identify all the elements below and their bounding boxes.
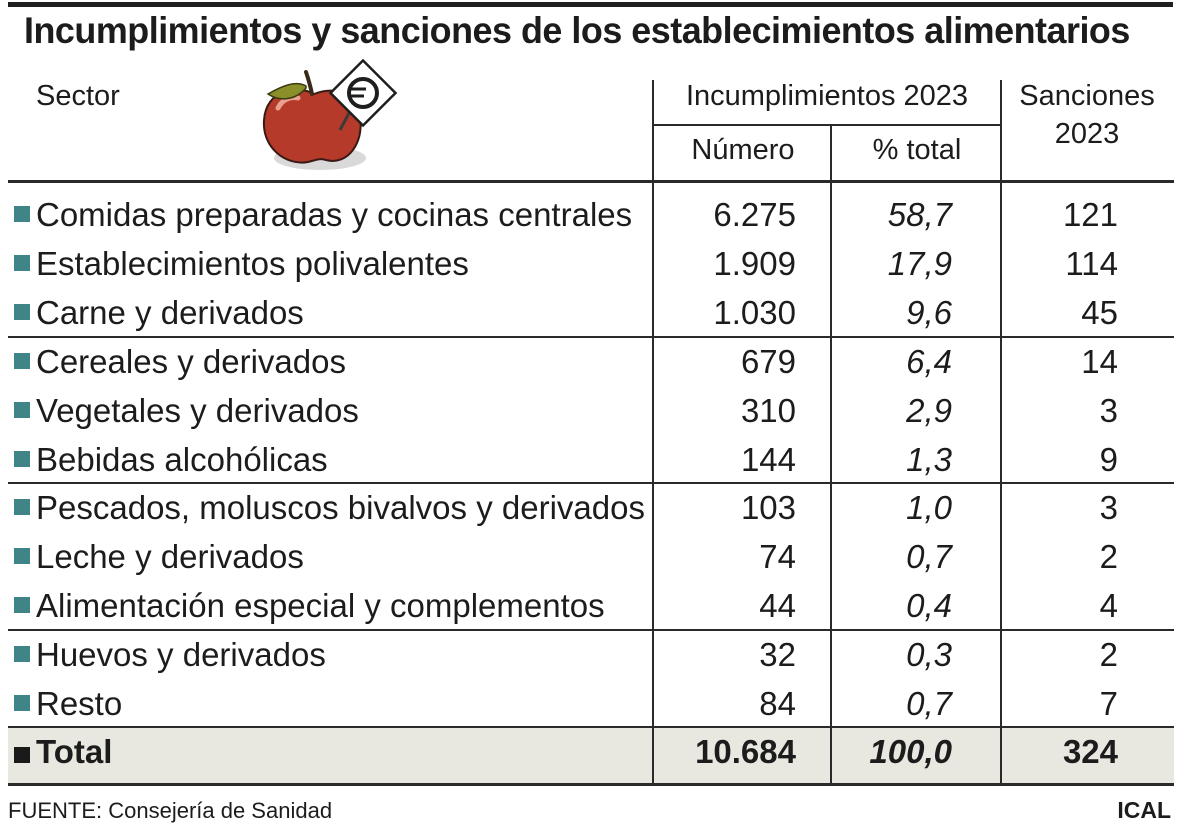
sanciones-value: 3 <box>1099 489 1118 526</box>
pct-total-value: 0,7 <box>906 685 952 722</box>
numero-value: 74 <box>759 538 796 575</box>
table-row: Leche y derivados 74 0,7 2 <box>10 532 1172 581</box>
pct-total-value: 58,7 <box>887 196 952 233</box>
pct-total-value: 0,7 <box>906 538 952 575</box>
sector-label: Leche y derivados <box>36 538 304 575</box>
sector-label: Resto <box>36 685 123 722</box>
square-bullet-icon <box>14 548 30 564</box>
table-row: Carne y derivados 1.030 9,6 45 <box>10 288 1172 337</box>
source-note: FUENTE: Consejería de Sanidad <box>8 798 333 823</box>
table-row: Establecimientos polivalentes 1.909 17,9 11… <box>10 239 1172 288</box>
sanciones-value: 2 <box>1099 636 1118 673</box>
sector-label: Huevos y derivados <box>36 636 326 673</box>
pct-total-value: 1,0 <box>906 489 952 526</box>
table-row: Resto 84 0,7 7 <box>10 679 1172 728</box>
divider-header-left <box>652 80 654 180</box>
sanciones-value: 45 <box>1081 294 1118 331</box>
table-bottom-rule <box>8 783 1174 786</box>
divider-header-right <box>1000 80 1002 180</box>
square-bullet-icon <box>14 695 30 711</box>
top-rule <box>8 2 1173 7</box>
sanciones-value: 4 <box>1099 587 1118 624</box>
sanciones-value: 121 <box>1062 196 1118 233</box>
numero-value: 44 <box>759 587 796 624</box>
sector-label: Alimentación especial y complementos <box>36 587 605 624</box>
table-row: Cereales y derivados 679 6,4 14 <box>10 337 1172 386</box>
header-sector: Sector <box>36 80 120 112</box>
square-bullet-icon <box>14 597 30 613</box>
square-bullet-icon <box>14 499 30 515</box>
numero-value: 32 <box>759 636 796 673</box>
sector-label: Vegetales y derivados <box>36 392 359 429</box>
pct-total-value: 2,9 <box>906 392 952 429</box>
square-bullet-icon <box>14 747 30 763</box>
total-pct-value: 100,0 <box>869 733 952 770</box>
pct-total-value: 0,4 <box>906 587 952 624</box>
square-bullet-icon <box>14 304 30 320</box>
numero-value: 144 <box>740 441 796 478</box>
header-bottom-rule <box>8 180 1174 183</box>
table-row: Alimentación especial y complementos 44 0,… <box>10 581 1172 630</box>
numero-value: 1.909 <box>713 245 796 282</box>
sector-label: Bebidas alcohólicas <box>36 441 328 478</box>
page-title: Incumplimientos y sanciones de los estab… <box>24 10 1130 51</box>
pct-total-value: 9,6 <box>906 294 952 331</box>
divider-header-subgroup <box>652 124 1002 126</box>
header-sanciones: Sanciones <box>1019 80 1155 112</box>
sanciones-value: 7 <box>1099 685 1118 722</box>
header-numero: Número <box>691 134 795 166</box>
header-incumplimientos: Incumplimientos 2023 <box>685 80 969 112</box>
pct-total-value: 6,4 <box>906 343 952 380</box>
sanciones-value: 2 <box>1099 538 1118 575</box>
numero-value: 84 <box>759 685 796 722</box>
table-row: Bebidas alcohólicas 144 1,3 9 <box>10 435 1172 484</box>
numero-value: 679 <box>740 343 796 380</box>
square-bullet-icon <box>14 353 30 369</box>
total-row: Total 10.684 100,0 324 <box>8 728 1174 783</box>
header-sanciones-year: 2023 <box>1054 118 1120 150</box>
numero-value: 103 <box>740 489 796 526</box>
numero-value: 1.030 <box>713 294 796 331</box>
sector-label: Establecimientos polivalentes <box>36 245 469 282</box>
sector-label: Pescados, moluscos bivalvos y derivados <box>36 489 645 526</box>
square-bullet-icon <box>14 255 30 271</box>
table-row: Huevos y derivados 32 0,3 2 <box>10 630 1172 679</box>
pct-total-value: 1,3 <box>906 441 952 478</box>
total-top-rule <box>8 726 1174 728</box>
divider-header-mid <box>830 124 832 180</box>
header-pct-total: % total <box>872 134 962 166</box>
apple-with-euro-sign-icon <box>262 58 398 170</box>
sanciones-value: 3 <box>1099 392 1118 429</box>
total-sanciones-value: 324 <box>1062 733 1118 770</box>
table-row: Comidas preparadas y cocinas centrales 6.… <box>10 190 1172 239</box>
pct-total-value: 17,9 <box>887 245 952 282</box>
square-bullet-icon <box>14 646 30 662</box>
total-label: Total <box>36 733 113 770</box>
sector-label: Cereales y derivados <box>36 343 346 380</box>
sanciones-value: 9 <box>1099 441 1118 478</box>
group-separator <box>8 629 1174 631</box>
total-numero-value: 10.684 <box>695 733 796 770</box>
group-separator <box>8 482 1174 484</box>
sanciones-value: 14 <box>1081 343 1118 380</box>
group-separator <box>8 336 1174 338</box>
sector-label: Carne y derivados <box>36 294 304 331</box>
square-bullet-icon <box>14 206 30 222</box>
pct-total-value: 0,3 <box>906 636 952 673</box>
numero-value: 6.275 <box>713 196 796 233</box>
square-bullet-icon <box>14 402 30 418</box>
sanciones-value: 114 <box>1065 245 1118 282</box>
sector-label: Comidas preparadas y cocinas centrales <box>36 196 633 233</box>
numero-value: 310 <box>740 392 796 429</box>
brand-label: ICAL <box>1117 797 1171 823</box>
table-row: Pescados, moluscos bivalvos y derivados 1… <box>10 483 1172 532</box>
square-bullet-icon <box>14 451 30 467</box>
table-row: Vegetales y derivados 310 2,9 3 <box>10 386 1172 435</box>
